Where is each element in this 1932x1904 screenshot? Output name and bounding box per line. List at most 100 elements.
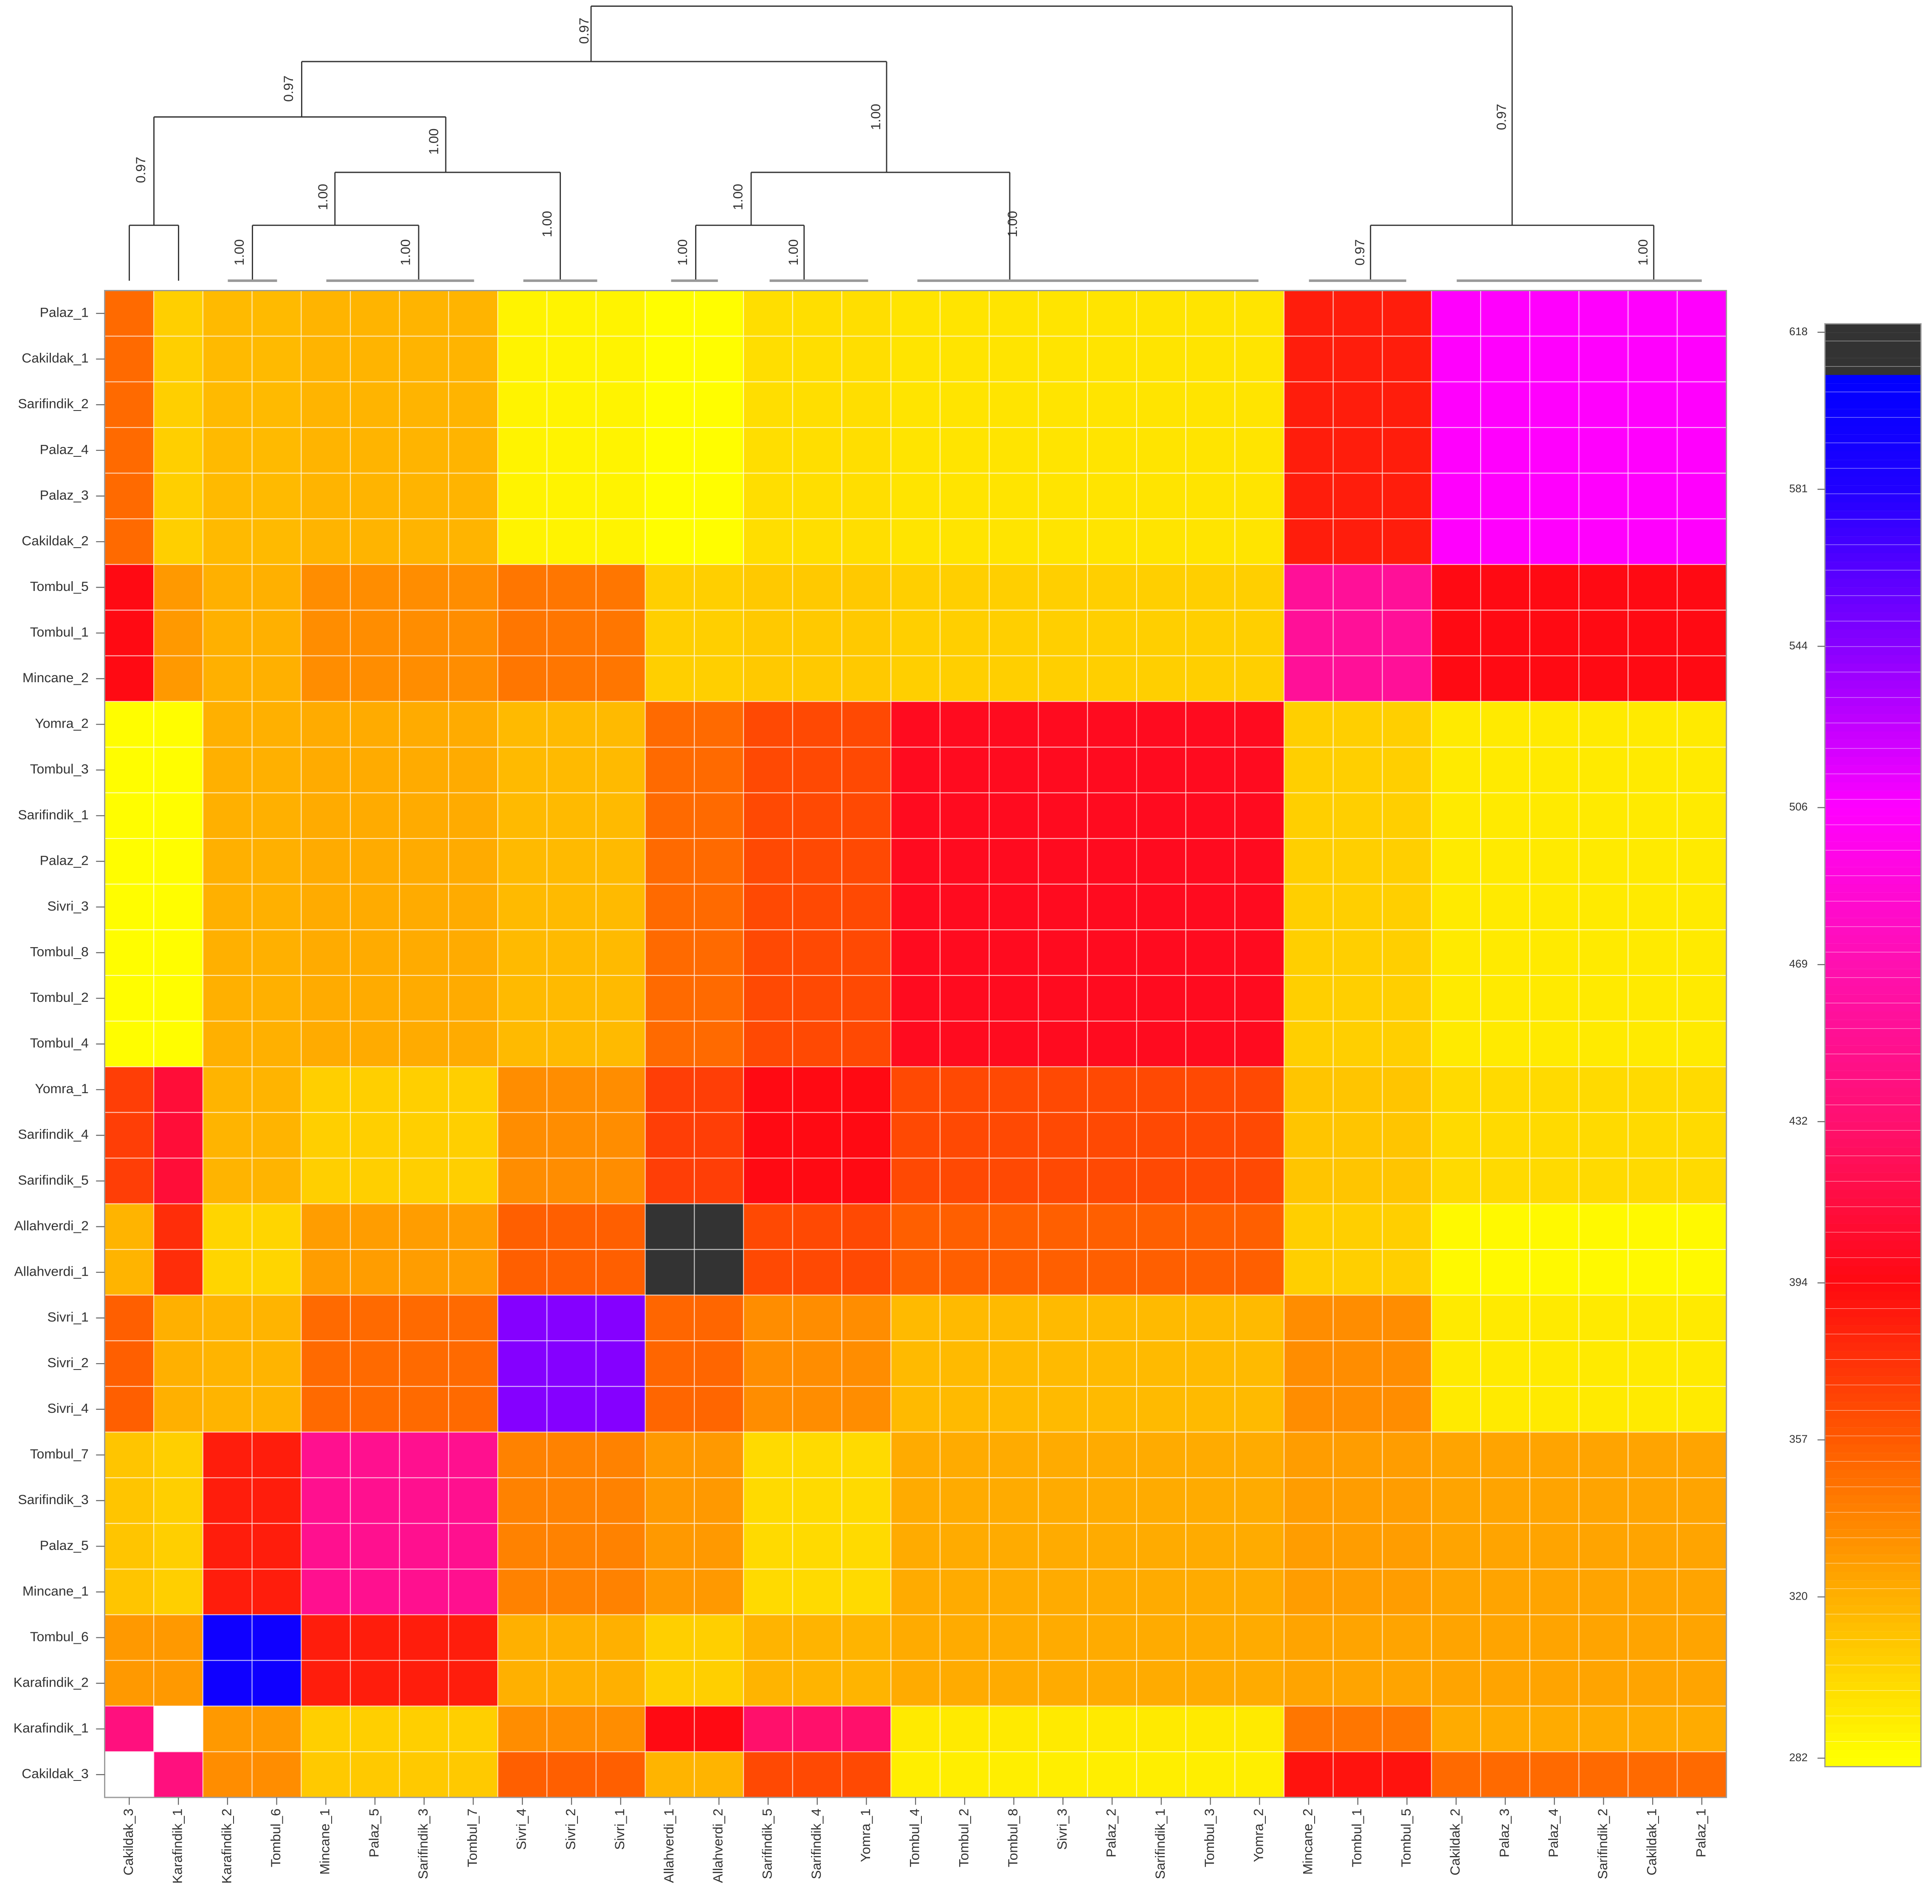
cell bbox=[1234, 1705, 1285, 1752]
cell bbox=[1628, 1066, 1678, 1113]
cell bbox=[1529, 427, 1580, 474]
cell bbox=[595, 472, 646, 520]
cell bbox=[546, 610, 597, 657]
cell bbox=[1332, 1477, 1383, 1524]
cell bbox=[841, 381, 892, 428]
cell bbox=[1529, 1112, 1580, 1159]
cell bbox=[1382, 427, 1432, 474]
cell bbox=[1431, 1751, 1481, 1798]
cell bbox=[1087, 1386, 1138, 1433]
x-tick-label: Yomra_1 bbox=[858, 1808, 873, 1862]
cell bbox=[1529, 1569, 1580, 1615]
cell bbox=[1529, 1021, 1580, 1068]
cell bbox=[1382, 1157, 1432, 1204]
colorbar-step bbox=[1825, 1614, 1921, 1623]
cell bbox=[399, 381, 449, 428]
cell bbox=[989, 610, 1039, 657]
cell bbox=[1628, 1203, 1678, 1250]
cell bbox=[694, 1432, 744, 1479]
cell bbox=[792, 610, 842, 657]
cell bbox=[645, 1386, 695, 1433]
colorbar-tick-label: 320 bbox=[1789, 1590, 1808, 1603]
dendrogram: 0.97 0.97 0.97 1.00 1.00 1.00 1.00 1.00 1.00 1.00… bbox=[129, 6, 1702, 282]
colorbar-step bbox=[1825, 332, 1921, 341]
cell bbox=[1136, 610, 1186, 657]
cell bbox=[1529, 838, 1580, 885]
cell bbox=[251, 1660, 302, 1707]
cell bbox=[350, 655, 400, 702]
cell bbox=[645, 427, 695, 474]
cell bbox=[497, 746, 548, 793]
cell bbox=[1284, 746, 1334, 793]
cell bbox=[399, 1249, 449, 1296]
colorbar-step bbox=[1825, 366, 1921, 375]
cell bbox=[1431, 701, 1481, 748]
colorbar-tick-label: 357 bbox=[1789, 1433, 1808, 1446]
cell bbox=[989, 427, 1039, 474]
cell bbox=[497, 610, 548, 657]
colorbar-step bbox=[1825, 1045, 1921, 1055]
axes: Palaz_1 Cakildak_1 Sarifindik_2 Palaz_4 Pala… bbox=[14, 305, 1709, 1884]
cell bbox=[1284, 1614, 1334, 1661]
cell bbox=[1185, 1569, 1236, 1615]
cell bbox=[1136, 1021, 1186, 1068]
cell bbox=[1332, 1112, 1383, 1159]
support-label: 1.00 bbox=[231, 239, 247, 265]
cell bbox=[1382, 1021, 1432, 1068]
cell bbox=[1382, 564, 1432, 611]
colorbar-step bbox=[1825, 1156, 1921, 1164]
cell bbox=[546, 1249, 597, 1296]
cell bbox=[1676, 1112, 1727, 1159]
cell bbox=[1480, 1249, 1531, 1296]
cell bbox=[448, 1705, 498, 1752]
cell bbox=[104, 792, 155, 839]
cell bbox=[104, 1432, 155, 1479]
cell bbox=[1529, 792, 1580, 839]
cell bbox=[1038, 1569, 1088, 1615]
cell bbox=[792, 564, 842, 611]
cell bbox=[1382, 1477, 1432, 1524]
cell bbox=[104, 610, 155, 657]
y-tick-label: Tombul_1 bbox=[30, 624, 89, 640]
y-tick-label: Cakildak_2 bbox=[22, 533, 89, 548]
cell bbox=[1628, 290, 1678, 337]
y-tick-label: Mincane_1 bbox=[23, 1583, 89, 1598]
cell bbox=[1480, 381, 1531, 428]
cell bbox=[1332, 1705, 1383, 1752]
colorbar-step bbox=[1825, 1656, 1921, 1665]
cell bbox=[1136, 1477, 1186, 1524]
colorbar-step bbox=[1825, 663, 1921, 672]
cell bbox=[1332, 655, 1383, 702]
cell bbox=[202, 1432, 253, 1479]
cell bbox=[251, 1340, 302, 1387]
cell bbox=[350, 1294, 400, 1342]
cell bbox=[546, 335, 597, 382]
cell bbox=[1382, 655, 1432, 702]
cell bbox=[595, 610, 646, 657]
cell bbox=[1038, 518, 1088, 565]
colorbar-step bbox=[1825, 765, 1921, 774]
cell bbox=[1332, 792, 1383, 839]
cell bbox=[350, 746, 400, 793]
cell bbox=[1676, 1660, 1727, 1707]
cell bbox=[448, 1294, 498, 1342]
cell bbox=[497, 564, 548, 611]
cell bbox=[1529, 381, 1580, 428]
cell bbox=[645, 1614, 695, 1661]
cell bbox=[841, 1249, 892, 1296]
cell bbox=[1382, 335, 1432, 382]
cell bbox=[202, 883, 253, 931]
cell bbox=[841, 746, 892, 793]
cell bbox=[1332, 290, 1383, 337]
y-tick-label: Sivri_1 bbox=[47, 1309, 88, 1325]
cell bbox=[939, 610, 990, 657]
cell bbox=[989, 1569, 1039, 1615]
cell bbox=[1038, 746, 1088, 793]
cell bbox=[939, 701, 990, 748]
cell bbox=[1431, 1386, 1481, 1433]
cell bbox=[1185, 1112, 1236, 1159]
cell bbox=[1284, 838, 1334, 885]
cell bbox=[1136, 883, 1186, 931]
cell bbox=[1382, 1340, 1432, 1387]
cell bbox=[1087, 929, 1138, 976]
